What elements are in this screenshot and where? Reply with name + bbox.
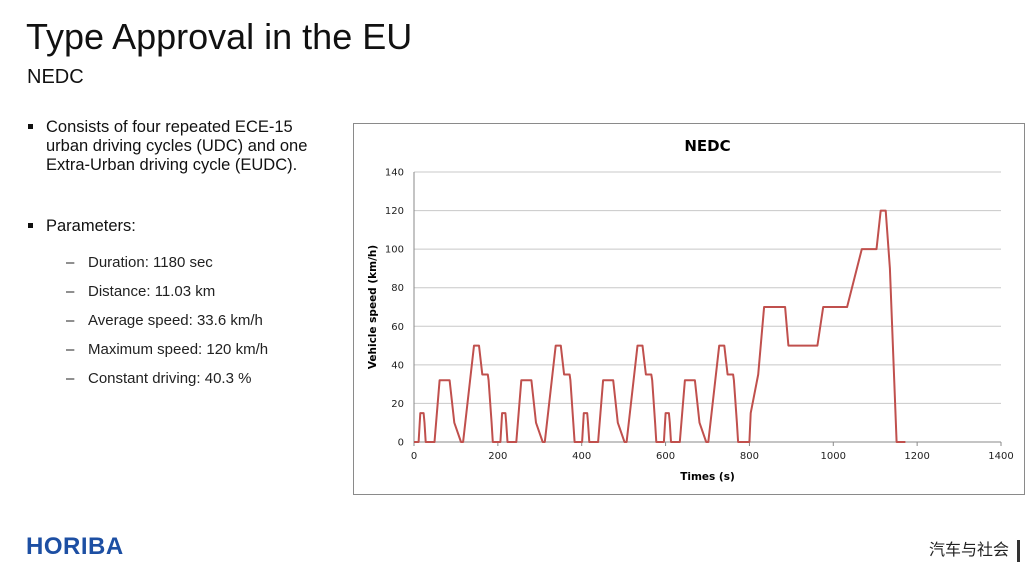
bullet-cycles: Consists of four repeated ECE-15 urban d… [28,118,326,175]
slide-subtitle: NEDC [27,66,84,88]
y-tick-label: 0 [398,438,404,449]
x-tick-label: 1400 [988,451,1013,462]
y-tick-label: 60 [391,322,404,333]
x-tick-label: 0 [411,451,417,462]
nedc-chart: NEDC 0 20 40 60 80 100 120 140 0 200 400 600 800 1000 1… [353,123,1025,495]
parameter-list: Duration: 1180 sec Distance: 11.03 km Av… [28,248,338,393]
x-tick-label: 1200 [904,451,929,462]
y-tick-label: 80 [391,283,404,294]
param-maximum-speed: Maximum speed: 120 km/h [66,335,338,364]
bullet-parameters: Parameters: [28,217,338,236]
x-tick-label: 800 [740,451,759,462]
y-tick-label: 40 [391,360,404,371]
x-tick-label: 400 [572,451,591,462]
bullet-list: Consists of four repeated ECE-15 urban d… [28,118,338,393]
y-tick-label: 100 [385,245,404,256]
y-tick-label: 140 [385,168,404,179]
param-duration: Duration: 1180 sec [66,248,338,277]
y-axis-label: Vehicle speed (km/h) [367,245,379,369]
x-tick-label: 600 [656,451,675,462]
x-tick-label: 200 [488,451,507,462]
param-average-speed: Average speed: 33.6 km/h [66,306,338,335]
param-constant-driving: Constant driving: 40.3 % [66,364,338,393]
horiba-logo: HORIBA [26,533,124,560]
series-line-speed [414,209,906,443]
x-tick-label: 1000 [821,451,846,462]
y-tick-label: 120 [385,206,404,217]
param-distance: Distance: 11.03 km [66,277,338,306]
y-tick-label: 20 [391,399,404,410]
chart-title: NEDC [684,137,730,155]
x-axis-label: Times (s) [680,471,735,483]
watermark-text: 汽车与社会 [929,540,1020,562]
slide-title: Type Approval in the EU [26,16,413,57]
